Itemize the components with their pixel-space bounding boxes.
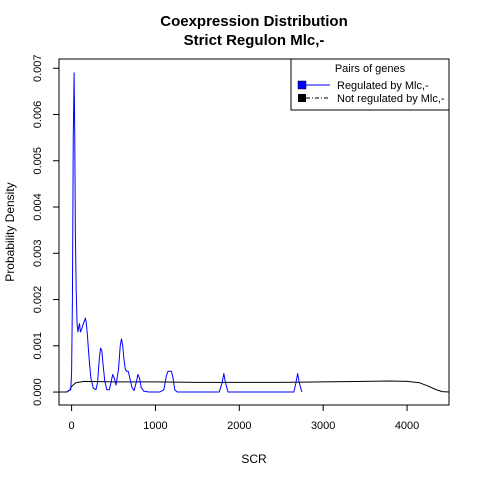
legend-entry-regulated: Regulated by Mlc,- <box>337 80 429 92</box>
legend: Pairs of genes Regulated by Mlc,- Not re… <box>290 58 450 111</box>
y-tick-label: 0.004 <box>32 193 44 221</box>
y-tick-label: 0.005 <box>32 147 44 175</box>
y-tick-label: 0.001 <box>32 332 44 360</box>
x-tick-label: 4000 <box>395 420 419 432</box>
series-layer <box>59 72 450 393</box>
legend-swatch-regulated <box>297 80 307 90</box>
x-tick-label: 2000 <box>227 420 251 432</box>
y-tick-label: 0.002 <box>32 286 44 314</box>
x-axis: 0 1000 2000 3000 4000 <box>69 405 419 432</box>
y-axis: 0.000 0.001 0.002 0.003 0.004 0.005 0.006 0.007 <box>32 54 59 406</box>
x-tick-label: 0 <box>69 420 75 432</box>
x-tick-label: 3000 <box>311 420 335 432</box>
y-tick-label: 0.000 <box>32 378 44 406</box>
chart-title: Coexpression Distribution <box>160 13 348 30</box>
series-line-regulated <box>66 72 303 393</box>
y-tick-label: 0.003 <box>32 240 44 268</box>
y-axis-label: Probability Density <box>3 182 17 281</box>
plot-frame <box>58 58 450 406</box>
series-line-not-regulated <box>59 380 450 393</box>
x-axis-label: SCR <box>241 452 267 466</box>
x-tick-label: 1000 <box>143 420 167 432</box>
y-tick-label: 0.006 <box>32 101 44 129</box>
legend-title: Pairs of genes <box>335 63 406 75</box>
y-tick-label: 0.007 <box>32 54 44 82</box>
legend-entry-not-regulated: Not regulated by Mlc,- <box>337 93 445 105</box>
legend-swatch-not-regulated <box>298 94 306 102</box>
chart-subtitle: Strict Regulon Mlc,- <box>184 32 325 49</box>
